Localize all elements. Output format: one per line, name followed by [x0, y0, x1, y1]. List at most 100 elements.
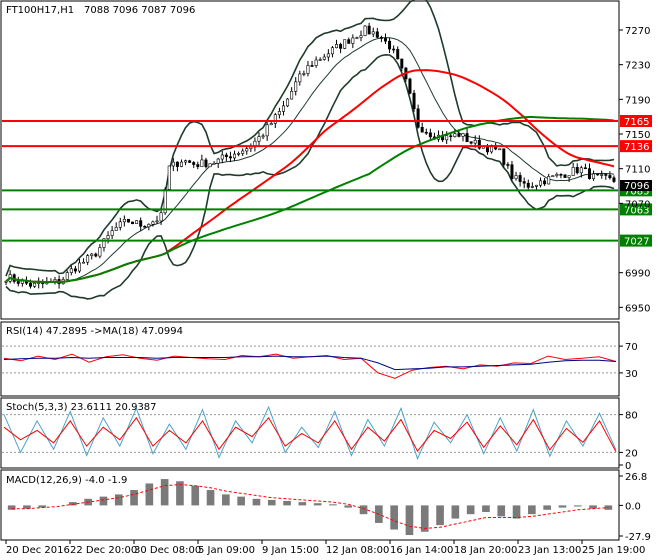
candle-body [122, 218, 126, 223]
candle-body [216, 158, 220, 164]
candle-body [587, 168, 591, 179]
level-label-7136: 7136 [624, 142, 649, 153]
candle-body [147, 223, 151, 228]
candle-body [245, 148, 249, 152]
candle-body [575, 166, 579, 174]
candle-body [604, 174, 608, 176]
candle-body [530, 186, 534, 188]
candle-body [167, 165, 171, 190]
candle-body [237, 153, 241, 155]
candle-body [94, 253, 98, 257]
level-box-7165 [620, 115, 652, 127]
candle-body [416, 108, 420, 128]
candle-body [571, 166, 575, 176]
candle-body [139, 220, 143, 227]
candle-body [69, 268, 73, 273]
candle-body [547, 176, 551, 185]
price-axis: 7270 7230 7190 7150 7110 7070 6990 6950 [619, 26, 650, 314]
stoch-axis: 80 20 0 [619, 411, 638, 472]
level-box-7027 [620, 234, 652, 247]
price-pane: 7165 7136 7085 7063 7027 7270 7230 7190 7150 711… [0, 0, 652, 320]
time-label: 20 Dec 2016 [6, 545, 70, 556]
candle-body [367, 25, 371, 35]
candle-body [302, 73, 306, 75]
candle-body [188, 160, 192, 163]
candle-body [543, 180, 547, 185]
rsi-pane-frame [0, 321, 620, 397]
candle-body [502, 148, 506, 165]
upper-band-line [5, 0, 615, 277]
candle-body [567, 175, 571, 178]
candle-body [408, 78, 412, 94]
rsi-axis: 70 30 [619, 342, 638, 380]
candle-body [351, 37, 355, 44]
candle-body [118, 221, 122, 228]
bollinger-bands [5, 0, 615, 300]
price-tick-label: 7110 [625, 165, 650, 176]
candle-body [171, 161, 175, 167]
candle-body [200, 159, 204, 167]
price-tick-label: 7150 [625, 130, 650, 141]
candle-body [220, 154, 224, 160]
candle-body [102, 238, 106, 248]
candle-body [379, 37, 383, 39]
candle-body [396, 49, 400, 60]
candle-body [526, 182, 530, 188]
candle-body [135, 220, 139, 224]
candle-body [265, 124, 269, 137]
candle-body [457, 133, 461, 137]
candle-body [477, 139, 481, 149]
candle-body [445, 135, 449, 141]
candle-body [612, 177, 616, 182]
series-line--d [3, 416, 617, 453]
macd-title: MACD(12,26,9) -4.0 -1.9 [6, 475, 127, 486]
candle-body [90, 253, 94, 256]
price-tick-label: 7230 [625, 61, 650, 72]
candle-body [65, 272, 69, 280]
candle-body [159, 212, 163, 222]
candle-body [131, 221, 135, 224]
candle-body [355, 37, 359, 39]
candle-body [485, 146, 489, 153]
candle-body [294, 81, 298, 92]
candle-body [318, 59, 322, 61]
candle-body [233, 153, 237, 159]
candle-body [473, 139, 477, 144]
candle-body [551, 175, 555, 178]
candle-body [600, 174, 604, 176]
candle-body [400, 58, 404, 69]
candle-body [208, 163, 212, 168]
macd-tick-label: 0.0 [625, 501, 641, 512]
price-tick-label: 7070 [625, 199, 650, 210]
candle-body [518, 175, 522, 182]
candle-body [514, 175, 518, 180]
candle-body [273, 114, 277, 124]
candle-body [286, 98, 290, 107]
time-label: 16 Jan 14:00 [390, 545, 453, 556]
level-label-7165: 7165 [624, 117, 649, 128]
level-label-7063: 7063 [624, 205, 649, 216]
candle-body [310, 65, 314, 67]
time-label: 5 Jan 09:00 [198, 545, 255, 556]
candle-body [257, 136, 261, 142]
candle-body [192, 162, 196, 165]
candle-body [261, 135, 265, 138]
candle-body [383, 38, 387, 42]
candle-body [298, 73, 302, 83]
candle-body [277, 111, 281, 115]
time-label: 9 Jan 15:00 [262, 545, 319, 556]
candle-body [175, 161, 179, 167]
level-label-7085: 7085 [624, 186, 649, 197]
time-label: 25 Jan 19:00 [582, 545, 645, 556]
candle-body [110, 230, 114, 236]
candle-body [449, 135, 453, 138]
macd-tick-label: 26.8 [625, 472, 647, 483]
candle-body [306, 65, 310, 74]
candle-body [347, 39, 351, 44]
pane-tick-label: 70 [625, 342, 638, 353]
pane-tick-label: 30 [625, 369, 638, 380]
candle-body [77, 262, 81, 272]
candle-body [29, 282, 33, 287]
